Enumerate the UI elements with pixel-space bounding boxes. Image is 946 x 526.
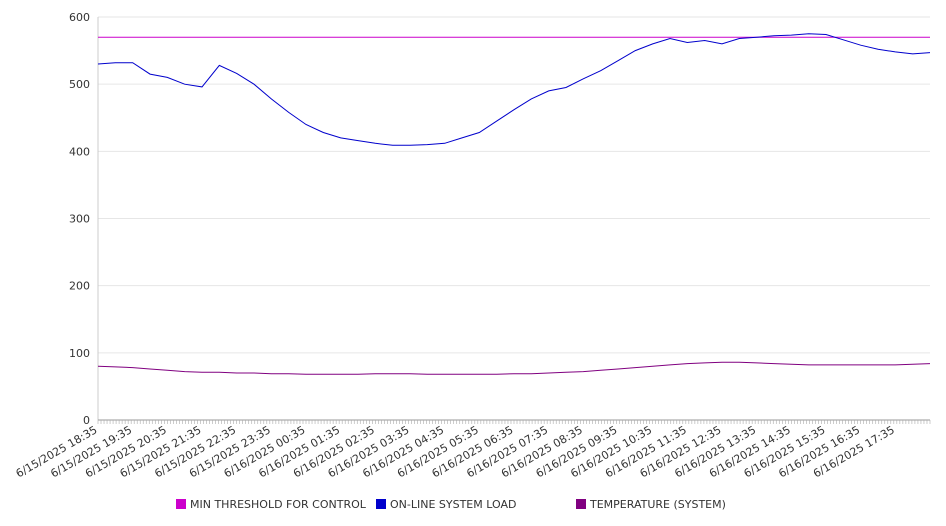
series-lines xyxy=(97,33,931,375)
y-tick-label: 500 xyxy=(69,78,90,91)
series-line-2 xyxy=(97,361,931,375)
x-tick-labels: 6/15/2025 18:356/15/2025 19:356/15/2025 … xyxy=(14,423,897,480)
y-tick-label: 0 xyxy=(83,414,90,427)
legend-swatch xyxy=(376,499,386,509)
series-line-1 xyxy=(97,33,931,146)
legend-item: TEMPERATURE (SYSTEM) xyxy=(576,498,726,511)
y-tick-label: 200 xyxy=(69,280,90,293)
legend-label: MIN THRESHOLD FOR CONTROL xyxy=(190,498,366,511)
grid-lines xyxy=(98,16,930,354)
legend-item: MIN THRESHOLD FOR CONTROL xyxy=(176,498,366,511)
y-tick-label: 100 xyxy=(69,347,90,360)
legend: MIN THRESHOLD FOR CONTROL ON-LINE SYSTEM … xyxy=(0,498,946,514)
axes xyxy=(97,17,931,424)
y-tick-label: 600 xyxy=(69,11,90,24)
legend-swatch xyxy=(176,499,186,509)
legend-swatch xyxy=(576,499,586,509)
y-tick-labels: 0 100 200 300 400 500 600 xyxy=(69,11,90,427)
y-tick-label: 400 xyxy=(69,145,90,158)
legend-item: ON-LINE SYSTEM LOAD xyxy=(376,498,516,511)
legend-label: ON-LINE SYSTEM LOAD xyxy=(390,498,517,511)
legend-label: TEMPERATURE (SYSTEM) xyxy=(590,498,726,511)
y-tick-label: 300 xyxy=(69,213,90,226)
